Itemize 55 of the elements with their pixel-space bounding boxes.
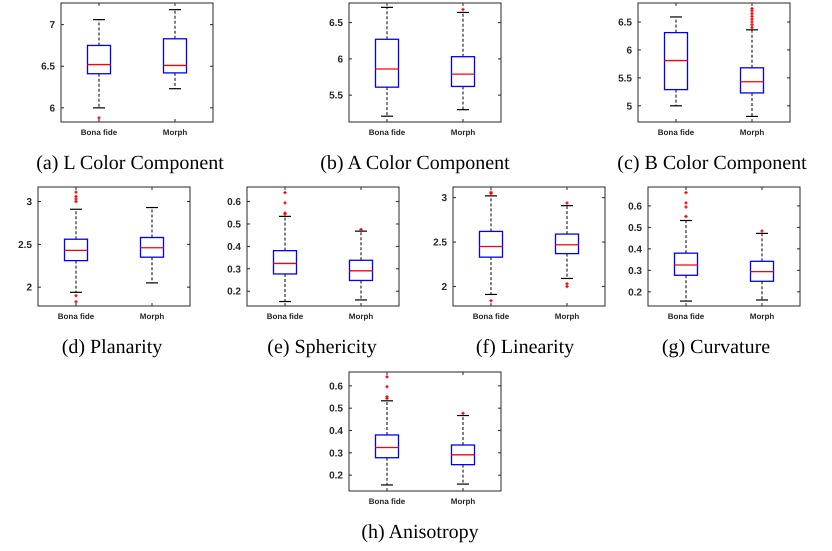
text: (d) Planarity [62, 336, 162, 358]
text: (g) Curvature [662, 336, 770, 358]
text: (h) Anisotropy [361, 521, 479, 543]
y-tick-label: 6 [626, 45, 632, 56]
text: (e) Sphericity [267, 336, 377, 358]
y-tick-label: 3 [26, 197, 32, 208]
y-tick-label: 0.3 [329, 448, 344, 460]
y-tick-label: 0.2 [227, 286, 242, 298]
y-tick-label: 6.5 [41, 62, 56, 73]
y-tick-label: 0.4 [628, 244, 642, 256]
x-tick-label: Bona fide [658, 128, 695, 137]
x-tick-label: Bona fide [472, 312, 510, 321]
y-tick-label: 0.2 [329, 470, 344, 482]
y-tick-label: 5.5 [329, 90, 344, 102]
y-tick-label: 0.6 [329, 381, 344, 392]
y-tick-label: 2 [26, 282, 32, 294]
x-tick-label: Morph [348, 312, 374, 321]
y-tick-label: 6.5 [618, 17, 632, 28]
y-tick-label: 3 [441, 193, 448, 204]
y-tick-label: 0.5 [329, 404, 344, 415]
y-tick-label: 0.6 [227, 197, 242, 208]
text: (c) B Color Component [617, 152, 808, 174]
y-tick-label: 0.4 [329, 426, 344, 437]
x-tick-label: Bona fide [368, 128, 406, 137]
y-tick-label: 2.5 [433, 238, 448, 249]
x-tick-label: Bona fide [266, 312, 304, 321]
x-tick-label: Bona fide [80, 128, 118, 137]
text: (b) A Color Component [320, 152, 510, 174]
y-tick-label: 5.5 [618, 73, 632, 84]
y-tick-label: 0.5 [628, 222, 642, 234]
x-tick-label: Morph [450, 128, 476, 137]
y-tick-label: 0.4 [227, 242, 242, 253]
x-tick-label: Morph [140, 312, 164, 321]
y-tick-label: 2 [441, 282, 448, 293]
y-tick-label: 0.3 [227, 264, 242, 276]
x-tick-label: Morph [750, 312, 774, 321]
x-tick-label: Morph [162, 128, 188, 137]
x-tick-label: Morph [450, 497, 476, 506]
x-tick-label: Bona fide [58, 312, 95, 321]
x-tick-label: Bona fide [368, 497, 406, 506]
y-tick-label: 6 [337, 54, 344, 66]
x-tick-label: Morph [554, 312, 580, 321]
y-tick-label: 7 [49, 20, 56, 32]
y-tick-label: 6.5 [329, 18, 344, 30]
y-tick-label: 0.5 [227, 219, 242, 230]
x-tick-label: Bona fide [668, 312, 705, 321]
text: (f) Linearity [476, 336, 574, 358]
y-tick-label: 0.3 [628, 266, 642, 277]
y-tick-label: 0.6 [628, 201, 642, 212]
y-tick-label: 6 [49, 103, 56, 114]
y-tick-label: 2.5 [18, 240, 32, 251]
text: (a) L Color Component [36, 152, 224, 174]
x-tick-label: Morph [740, 128, 764, 137]
y-tick-label: 5 [626, 101, 632, 112]
y-tick-label: 0.2 [628, 287, 642, 298]
